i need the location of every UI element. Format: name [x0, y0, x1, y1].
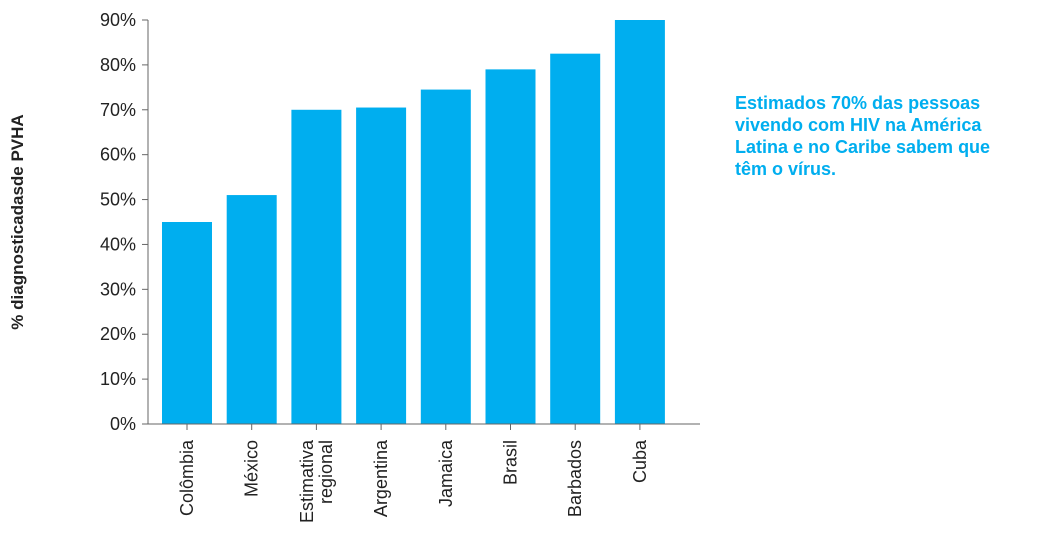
- y-tick-label: 20%: [100, 324, 136, 344]
- x-tick-label: Argentina: [371, 439, 391, 517]
- x-tick-label: Colômbia: [177, 439, 197, 516]
- y-tick-label: 80%: [100, 55, 136, 75]
- bar: [614, 20, 665, 424]
- y-axis-label: % diagnosticadasde PVHA: [8, 114, 27, 329]
- annotation-line: Estimados 70% das pessoas: [735, 93, 981, 113]
- x-tick-label: Jamaica: [436, 439, 456, 507]
- y-axis-title: % diagnosticadasde PVHA: [8, 114, 27, 329]
- y-tick-label: 30%: [100, 279, 136, 299]
- bar: [485, 69, 536, 424]
- axes: [147, 20, 700, 425]
- bar: [162, 222, 212, 424]
- bar: [226, 195, 277, 424]
- y-tick-label: 10%: [100, 369, 136, 389]
- x-tick-label: regional: [316, 440, 336, 504]
- bar: [550, 53, 601, 425]
- annotation-line: têm o vírus.: [735, 159, 837, 179]
- bar: [291, 109, 342, 425]
- bar: [356, 107, 407, 425]
- annotation-line: Latina e no Caribe sabem que: [735, 137, 991, 157]
- x-tick-label: Cuba: [630, 439, 650, 483]
- y-tick-label: 0%: [110, 414, 136, 434]
- x-axis-ticks: Colômbia México Estimativa regional Argentin…: [177, 424, 650, 523]
- annotation-text: Estimados 70% das pessoas vivendo com HI…: [735, 92, 1045, 180]
- y-tick-label: 60%: [100, 145, 136, 165]
- annotation-line: vivendo com HIV na América: [735, 115, 982, 135]
- y-tick-label: 90%: [100, 10, 136, 30]
- y-tick-label: 70%: [100, 100, 136, 120]
- y-tick-label: 50%: [100, 190, 136, 210]
- bars: [162, 20, 665, 425]
- y-tick-label: 40%: [100, 234, 136, 254]
- x-tick-label: Brasil: [501, 440, 521, 485]
- x-tick-label: Barbados: [565, 440, 585, 517]
- bar: [420, 89, 471, 425]
- x-tick-label: Estimativa: [297, 439, 317, 523]
- y-axis-ticks: 0% 10% 20% 30% 40% 50% 60% 70% 80% 90%: [100, 10, 148, 434]
- x-tick-label: México: [242, 440, 262, 497]
